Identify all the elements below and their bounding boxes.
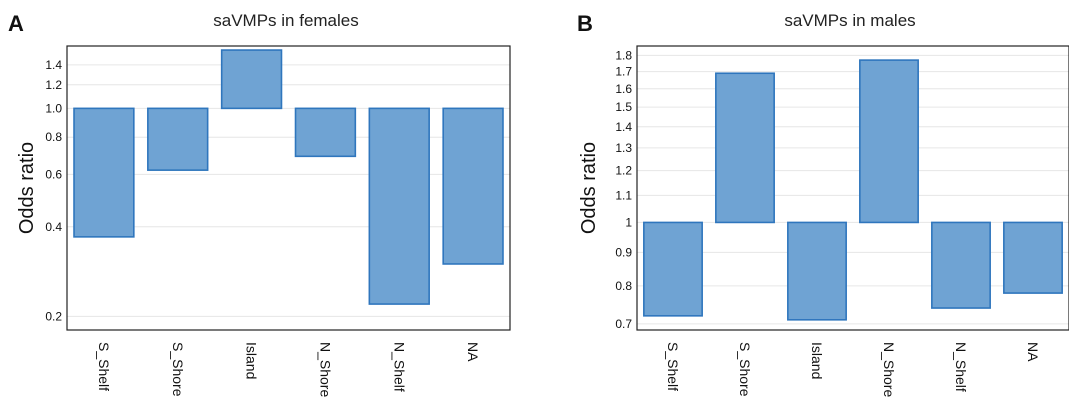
y-tick-label: 1.3 [615, 141, 632, 155]
plot-frame [636, 45, 1069, 331]
y-tick-label: 0.8 [45, 130, 62, 144]
bar-n-shelf [931, 221, 991, 309]
x-tick-label: S_Shelf [665, 342, 681, 391]
y-axis-label: Odds ratio [16, 142, 38, 234]
y-tick-label: 1.0 [45, 101, 62, 115]
bar-s-shelf [73, 107, 135, 238]
x-tick-label: S_Shore [737, 342, 753, 397]
panel-label: B [577, 11, 593, 36]
x-tick-label: NA [1025, 342, 1041, 362]
y-tick-label: 1.5 [615, 100, 632, 114]
y-tick-label: 0.9 [615, 245, 632, 259]
x-tick-label: S_Shelf [96, 342, 112, 391]
bar-na [1003, 221, 1063, 294]
bar-island [787, 221, 847, 321]
bar-n-shore [294, 107, 357, 158]
chart-title: saVMPs in males [784, 11, 915, 30]
bar-island [220, 49, 283, 110]
bar-n-shore [859, 59, 919, 224]
y-tick-label: 1.7 [615, 65, 632, 79]
bar-s-shore [715, 72, 775, 224]
panel-label: A [8, 11, 24, 36]
y-tick-label: 1.2 [615, 164, 632, 178]
y-tick-label: 0.8 [615, 279, 632, 293]
y-axis-label: Odds ratio [578, 142, 600, 234]
x-tick-label: Island [244, 342, 260, 379]
chart-title: saVMPs in females [213, 11, 359, 30]
x-tick-label: NA [465, 342, 481, 362]
x-tick-label: N_Shore [881, 342, 897, 397]
y-tick-label: 1.4 [45, 58, 62, 72]
y-tick-label: 0.4 [45, 220, 62, 234]
bar-n-shelf [368, 107, 430, 305]
y-tick-label: 0.2 [45, 309, 62, 323]
bar-s-shelf [643, 221, 703, 317]
y-tick-label: 0.7 [615, 317, 632, 331]
x-tick-label: S_Shore [170, 342, 186, 397]
x-tick-label: N_Shore [317, 342, 333, 397]
y-tick-label: 1.2 [45, 78, 62, 92]
bar-s-shore [147, 107, 209, 171]
y-tick-label: 1 [625, 215, 632, 229]
x-tick-label: N_Shelf [953, 342, 969, 392]
y-tick-label: 1.6 [615, 82, 632, 96]
y-tick-label: 1.4 [615, 120, 632, 134]
plot-frame [66, 45, 511, 331]
y-tick-label: 1.8 [615, 48, 632, 62]
y-tick-label: 0.6 [45, 167, 62, 181]
x-tick-label: N_Shelf [391, 342, 407, 392]
x-tick-label: Island [809, 342, 825, 379]
bar-na [442, 107, 504, 265]
y-tick-label: 1.1 [615, 188, 632, 202]
